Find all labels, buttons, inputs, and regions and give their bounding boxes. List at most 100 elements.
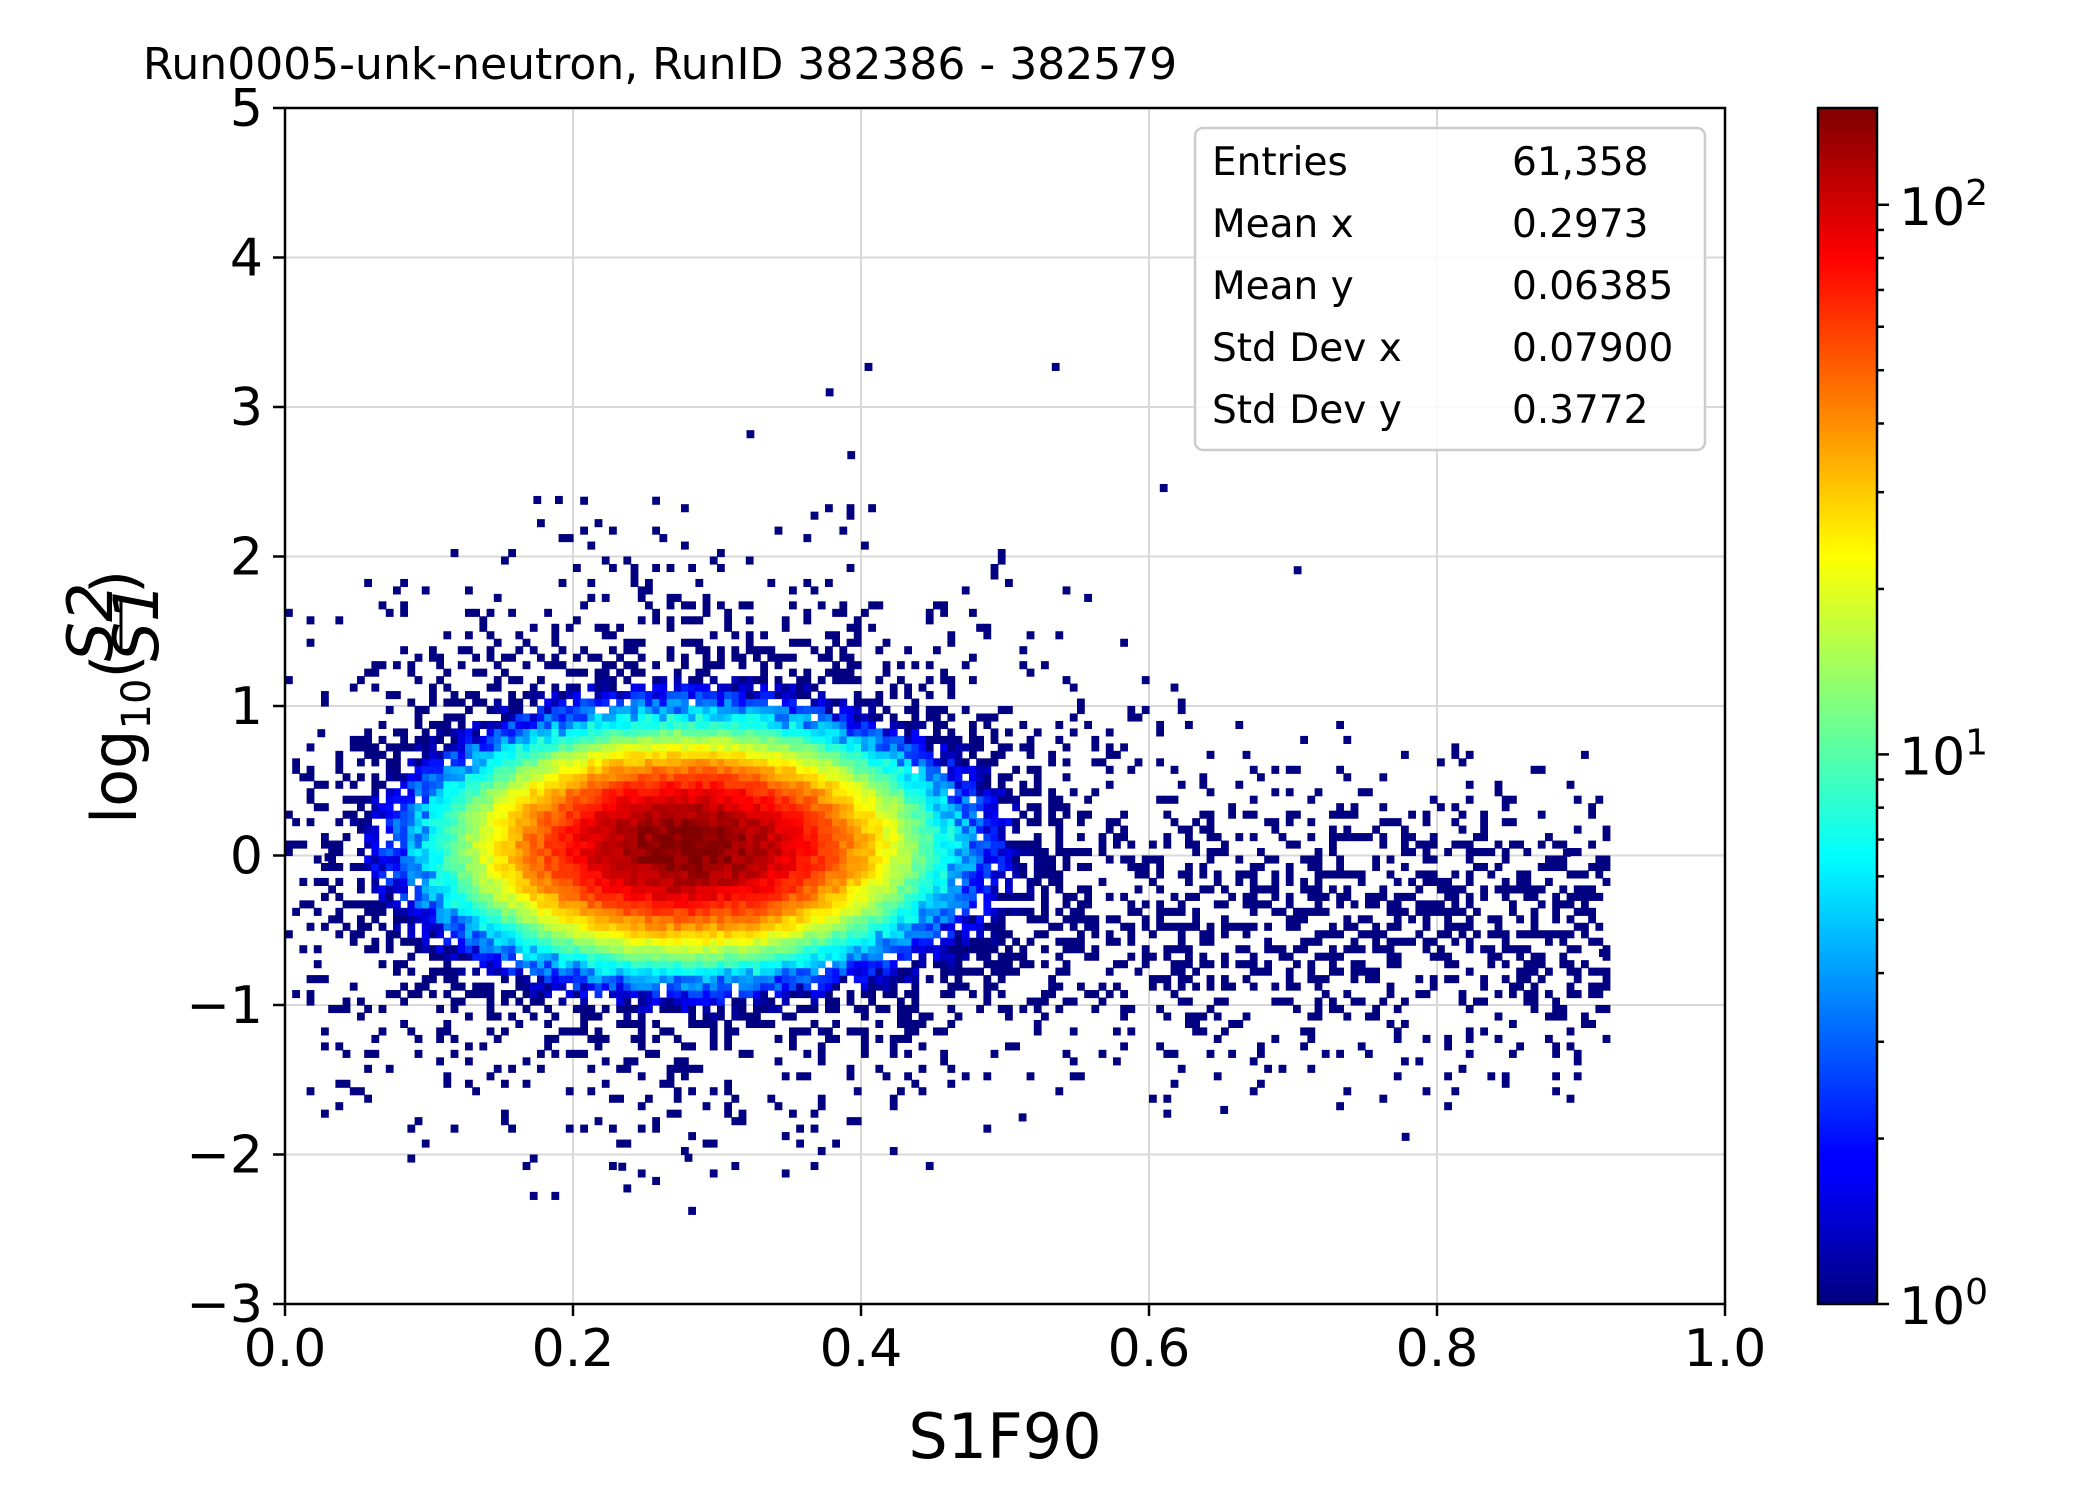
histogram-bin	[961, 855, 970, 864]
histogram-bin	[558, 578, 567, 587]
histogram-bin	[652, 818, 660, 827]
histogram-bin	[832, 631, 840, 640]
histogram-bin	[817, 1057, 826, 1066]
histogram-bin	[817, 601, 826, 610]
histogram-bin	[1005, 818, 1013, 827]
histogram-bin	[688, 937, 696, 946]
histogram-bin	[537, 803, 545, 812]
histogram-bin	[709, 825, 718, 834]
histogram-bin	[709, 840, 718, 849]
histogram-bin	[875, 885, 884, 894]
histogram-bin	[1494, 840, 1503, 849]
histogram-bin	[652, 967, 660, 976]
histogram-bin	[515, 915, 524, 924]
histogram-bin	[976, 870, 984, 879]
histogram-bin	[976, 937, 984, 946]
histogram-bin	[1199, 870, 1208, 879]
histogram-bin	[853, 848, 862, 857]
histogram-bin	[1249, 960, 1258, 969]
histogram-bin	[709, 870, 718, 879]
histogram-bin	[493, 698, 502, 707]
histogram-bin	[637, 1012, 646, 1021]
histogram-bin	[882, 803, 891, 812]
histogram-bin	[371, 668, 380, 677]
histogram-bin	[781, 982, 790, 991]
histogram-bin	[1033, 765, 1042, 774]
histogram-bin	[1480, 848, 1488, 857]
histogram-bin	[1465, 855, 1474, 864]
histogram-bin	[436, 862, 444, 872]
histogram-bin	[400, 1019, 408, 1029]
histogram-bin	[781, 833, 790, 842]
histogram-bin	[954, 773, 963, 782]
histogram-bin	[839, 945, 848, 954]
histogram-bin	[1221, 848, 1229, 857]
histogram-bin	[429, 750, 437, 759]
histogram-bin	[659, 930, 668, 939]
histogram-bin	[486, 803, 495, 812]
histogram-bin	[947, 960, 956, 969]
histogram-bin	[1415, 930, 1424, 939]
histogram-bin	[673, 1087, 682, 1096]
histogram-bin	[1005, 743, 1013, 752]
histogram-bin	[832, 750, 840, 759]
histogram-bin	[508, 833, 516, 842]
histogram-bin	[652, 900, 660, 909]
histogram-bin	[817, 698, 826, 707]
histogram-bin	[875, 892, 884, 901]
histogram-bin	[990, 713, 999, 722]
histogram-bin	[796, 810, 804, 819]
histogram-bin	[666, 990, 675, 999]
histogram-bin	[371, 825, 380, 834]
histogram-bin	[918, 930, 927, 939]
histogram-bin	[753, 803, 761, 812]
histogram-bin	[393, 810, 401, 819]
histogram-bin	[630, 967, 639, 976]
histogram-bin	[378, 720, 387, 730]
histogram-bin	[1372, 900, 1380, 909]
histogram-bin	[551, 937, 560, 946]
histogram-bin	[285, 930, 293, 939]
histogram-bin	[537, 982, 545, 991]
histogram-bin	[709, 1169, 718, 1178]
histogram-bin	[1177, 922, 1186, 931]
histogram-bin	[1120, 855, 1128, 864]
histogram-bin	[810, 975, 819, 984]
histogram-bin	[544, 907, 552, 916]
histogram-bin	[1077, 848, 1085, 857]
histogram-bin	[364, 750, 372, 759]
histogram-bin	[997, 855, 1006, 864]
histogram-bin	[817, 758, 826, 767]
histogram-bin	[882, 945, 891, 954]
histogram-bin	[652, 1049, 660, 1058]
histogram-bin	[853, 855, 862, 864]
histogram-bin	[1077, 833, 1085, 842]
histogram-bin	[1437, 945, 1445, 954]
histogram-bin	[659, 945, 668, 954]
histogram-bin	[846, 735, 855, 744]
histogram-bin	[472, 691, 480, 700]
histogram-bin	[781, 960, 790, 969]
histogram-bin	[385, 810, 394, 819]
histogram-bin	[796, 683, 804, 692]
histogram-bin	[1026, 848, 1035, 857]
histogram-bin	[717, 758, 725, 767]
histogram-bin	[486, 608, 495, 617]
histogram-bin	[544, 758, 552, 767]
histogram-bin	[961, 788, 970, 797]
histogram-bin	[385, 855, 394, 864]
histogram-bin	[565, 728, 574, 737]
histogram-bin	[666, 840, 675, 849]
histogram-bin	[889, 840, 898, 849]
histogram-bin	[853, 907, 862, 916]
histogram-bin	[1185, 870, 1193, 879]
histogram-bin	[781, 653, 790, 662]
histogram-bin	[1285, 967, 1294, 976]
histogram-bin	[558, 743, 567, 752]
histogram-bin	[429, 743, 437, 752]
histogram-bin	[846, 750, 855, 759]
histogram-bin	[1163, 840, 1172, 849]
histogram-bin	[486, 773, 495, 782]
histogram-bin	[522, 900, 531, 909]
histogram-bin	[875, 900, 884, 909]
